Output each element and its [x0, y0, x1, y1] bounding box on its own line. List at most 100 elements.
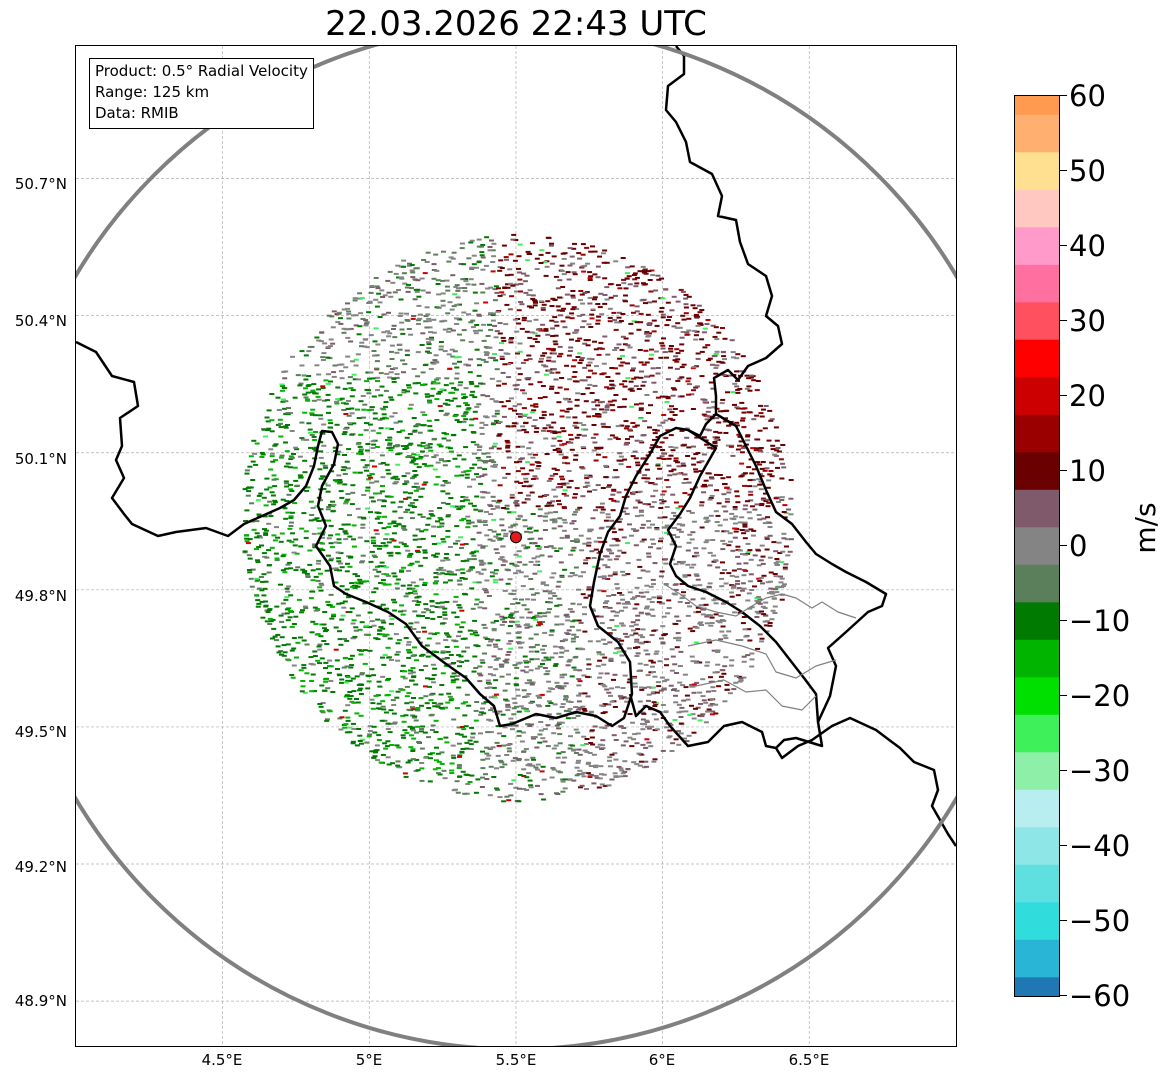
echo-gate — [549, 387, 554, 390]
echo-gate — [489, 398, 495, 401]
echo-gate — [530, 297, 536, 300]
echo-gate — [424, 702, 430, 705]
echo-gate — [516, 267, 521, 270]
echo-gate — [292, 544, 298, 547]
echo-gate — [689, 704, 694, 707]
echo-gate — [741, 660, 747, 663]
echo-gate — [288, 594, 294, 597]
echo-gate — [632, 425, 638, 428]
echo-gate — [457, 665, 463, 668]
echo-gate — [495, 639, 501, 642]
echo-gate — [420, 441, 426, 444]
echo-gate — [426, 317, 432, 320]
echo-gate — [438, 409, 444, 412]
echo-gate — [668, 446, 674, 448]
echo-gate — [723, 582, 729, 585]
echo-gate — [304, 489, 310, 492]
echo-gate — [650, 578, 656, 581]
echo-gate — [708, 484, 713, 487]
echo-gate — [615, 425, 621, 428]
echo-gate — [489, 459, 495, 462]
echo-gate — [704, 428, 710, 431]
echo-gate — [598, 765, 604, 768]
echo-gate — [686, 393, 692, 396]
echo-gate — [483, 264, 489, 267]
echo-gate — [591, 753, 597, 756]
echo-gate — [657, 467, 663, 470]
echo-gate — [252, 452, 257, 455]
echo-gate — [406, 283, 411, 286]
echo-gate — [304, 572, 310, 575]
echo-gate — [642, 269, 648, 272]
echo-gate — [533, 529, 539, 532]
echo-gate — [701, 699, 707, 702]
echo-gate — [559, 309, 565, 312]
echo-gate — [683, 293, 689, 296]
echo-gate — [418, 697, 424, 700]
echo-gate — [640, 523, 646, 526]
echo-gate — [305, 486, 311, 489]
echo-gate — [424, 464, 430, 467]
echo-gate — [303, 387, 308, 390]
echo-gate — [255, 605, 261, 608]
echo-gate — [723, 518, 728, 521]
echo-gate — [284, 612, 290, 615]
echo-gate — [523, 421, 529, 424]
echo-gate — [718, 410, 724, 413]
echo-gate — [525, 259, 531, 262]
echo-gate — [269, 455, 275, 458]
radar-map[interactable]: Product: 0.5° Radial Velocity Range: 125… — [75, 45, 957, 1047]
echo-gate — [612, 571, 618, 574]
echo-gate — [740, 553, 745, 555]
echo-gate — [541, 303, 547, 306]
echo-gate — [423, 454, 429, 457]
echo-gate — [387, 731, 393, 734]
echo-gate — [404, 349, 410, 352]
echo-gate — [587, 528, 593, 531]
echo-gate — [366, 735, 372, 738]
echo-gate — [781, 466, 787, 469]
echo-gate — [471, 283, 477, 286]
echo-gate — [626, 275, 632, 278]
echo-gate — [759, 415, 765, 418]
echo-gate — [526, 616, 531, 619]
echo-gate — [580, 467, 586, 470]
echo-gate — [624, 272, 630, 275]
echo-gate — [399, 570, 404, 573]
echo-gate — [691, 445, 696, 448]
echo-gate — [426, 419, 432, 422]
echo-gate — [602, 456, 608, 459]
echo-gate — [760, 605, 766, 608]
echo-gate — [575, 508, 581, 511]
echo-gate — [649, 348, 654, 351]
echo-gate — [420, 384, 425, 386]
echo-gate — [469, 552, 475, 555]
echo-gate — [350, 622, 356, 625]
echo-gate — [577, 361, 583, 364]
echo-gate — [316, 559, 322, 562]
echo-gate — [416, 601, 422, 604]
echo-gate — [703, 701, 709, 704]
echo-gate — [261, 428, 267, 431]
echo-gate — [429, 394, 435, 397]
echo-gate — [349, 407, 355, 410]
echo-gate — [512, 384, 518, 387]
echo-gate — [749, 658, 755, 661]
echo-gate — [247, 571, 253, 574]
echo-gate — [334, 659, 340, 662]
echo-gate — [440, 304, 446, 307]
echo-gate — [410, 708, 416, 711]
echo-gate — [781, 537, 787, 540]
echo-gate — [349, 412, 355, 415]
echo-gate — [520, 669, 526, 672]
echo-gate — [336, 560, 342, 563]
echo-gate — [735, 353, 741, 356]
echo-gate — [382, 294, 388, 297]
echo-gate — [697, 584, 703, 587]
echo-gate — [606, 784, 612, 787]
echo-gate — [554, 623, 560, 626]
echo-gate — [484, 416, 490, 419]
echo-gate — [242, 488, 248, 491]
echo-gate — [486, 754, 492, 757]
echo-gate — [690, 713, 696, 716]
